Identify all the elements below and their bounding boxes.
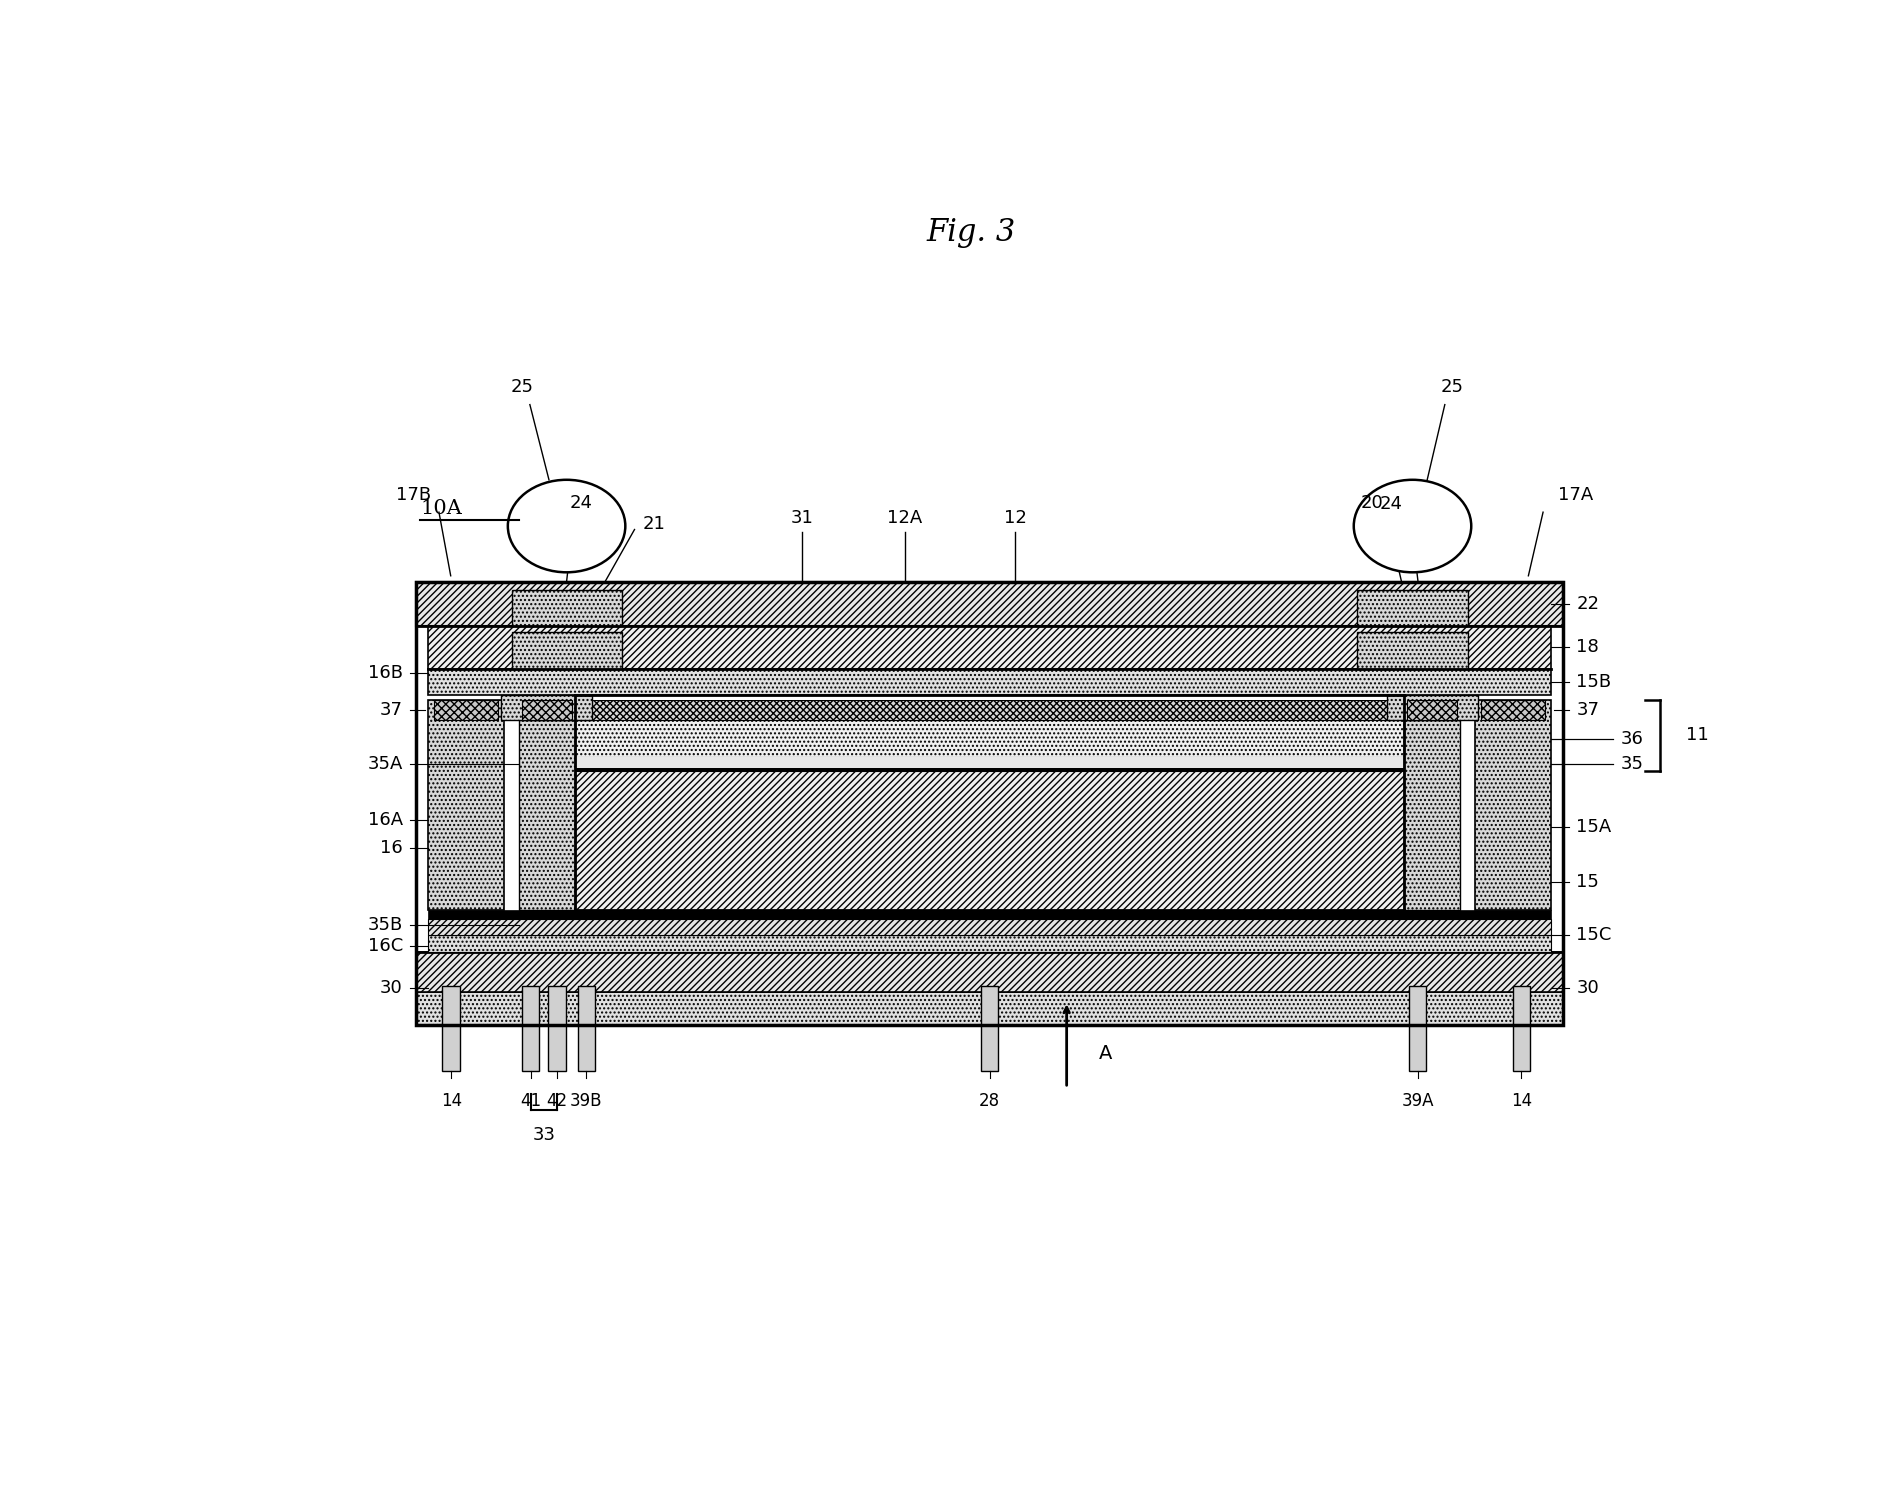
Text: A: A — [1099, 1044, 1112, 1063]
Text: 25: 25 — [1440, 379, 1463, 397]
Bar — [434, 700, 498, 721]
Text: 20: 20 — [1361, 494, 1383, 512]
Text: 16A: 16A — [368, 811, 404, 829]
Text: 37: 37 — [379, 701, 404, 719]
Text: 11: 11 — [1687, 727, 1709, 745]
Bar — [1474, 700, 1552, 910]
Bar — [1480, 700, 1546, 721]
Text: 42: 42 — [546, 1092, 568, 1110]
Bar — [574, 721, 1404, 757]
Bar — [574, 757, 1404, 768]
Bar — [1357, 632, 1467, 670]
Text: 14: 14 — [442, 1092, 462, 1110]
Bar — [574, 771, 1404, 910]
Text: 16B: 16B — [368, 664, 404, 682]
Text: 28: 28 — [980, 1092, 1001, 1110]
Bar — [428, 936, 1552, 952]
Bar — [1404, 721, 1461, 910]
Text: 33: 33 — [532, 1126, 555, 1145]
Circle shape — [508, 479, 625, 572]
Text: 15: 15 — [1577, 873, 1599, 891]
Bar — [512, 632, 622, 670]
Bar — [500, 695, 593, 721]
Bar — [417, 952, 1563, 993]
Bar — [574, 757, 1404, 771]
Text: 18: 18 — [1577, 638, 1599, 656]
Bar — [519, 721, 574, 910]
Bar — [574, 700, 1404, 721]
Text: 16C: 16C — [368, 937, 404, 955]
Text: 31: 31 — [790, 509, 813, 527]
Text: 24: 24 — [570, 494, 593, 512]
Text: 12: 12 — [1004, 509, 1027, 527]
Text: 12A: 12A — [887, 509, 923, 527]
Circle shape — [1353, 479, 1471, 572]
Bar — [574, 695, 1404, 700]
Bar — [578, 987, 595, 1071]
Bar — [521, 987, 540, 1071]
Text: 41: 41 — [519, 1092, 542, 1110]
Bar — [1408, 700, 1457, 721]
Bar — [1387, 695, 1478, 721]
Bar — [1408, 987, 1427, 1071]
Text: 39A: 39A — [1402, 1092, 1435, 1110]
Text: 30: 30 — [381, 979, 404, 997]
Text: 25: 25 — [512, 379, 534, 397]
Bar — [548, 987, 567, 1071]
Text: 10A: 10A — [421, 499, 462, 518]
Text: 35B: 35B — [368, 916, 404, 934]
Text: 15A: 15A — [1577, 817, 1611, 835]
Bar — [512, 590, 622, 625]
Bar — [428, 700, 504, 910]
Text: Fig. 3: Fig. 3 — [927, 216, 1016, 248]
Bar — [443, 987, 460, 1071]
Bar — [1512, 987, 1529, 1071]
Bar — [428, 910, 1552, 919]
Text: 36: 36 — [1620, 730, 1643, 748]
Text: 16: 16 — [381, 838, 404, 856]
Text: 22: 22 — [1577, 595, 1599, 613]
Bar — [428, 919, 1552, 936]
Text: 21: 21 — [642, 515, 665, 533]
Bar — [1357, 590, 1467, 625]
Bar — [428, 670, 1552, 695]
Bar — [417, 581, 1563, 1024]
Bar — [982, 987, 999, 1071]
Text: 15C: 15C — [1577, 927, 1611, 945]
Text: 17A: 17A — [1558, 485, 1594, 503]
Text: 30: 30 — [1577, 979, 1599, 997]
Bar — [417, 581, 1563, 625]
Bar — [428, 625, 1552, 670]
Bar — [521, 700, 572, 721]
Text: 39B: 39B — [570, 1092, 603, 1110]
Text: 17B: 17B — [396, 485, 432, 503]
Text: 37: 37 — [1577, 701, 1599, 719]
Text: 15B: 15B — [1577, 673, 1611, 691]
Text: 35: 35 — [1620, 756, 1643, 774]
Bar — [417, 993, 1563, 1024]
Text: 35A: 35A — [368, 756, 404, 774]
Text: 24: 24 — [1380, 496, 1402, 514]
Text: 14: 14 — [1510, 1092, 1531, 1110]
Bar — [417, 952, 1563, 1024]
